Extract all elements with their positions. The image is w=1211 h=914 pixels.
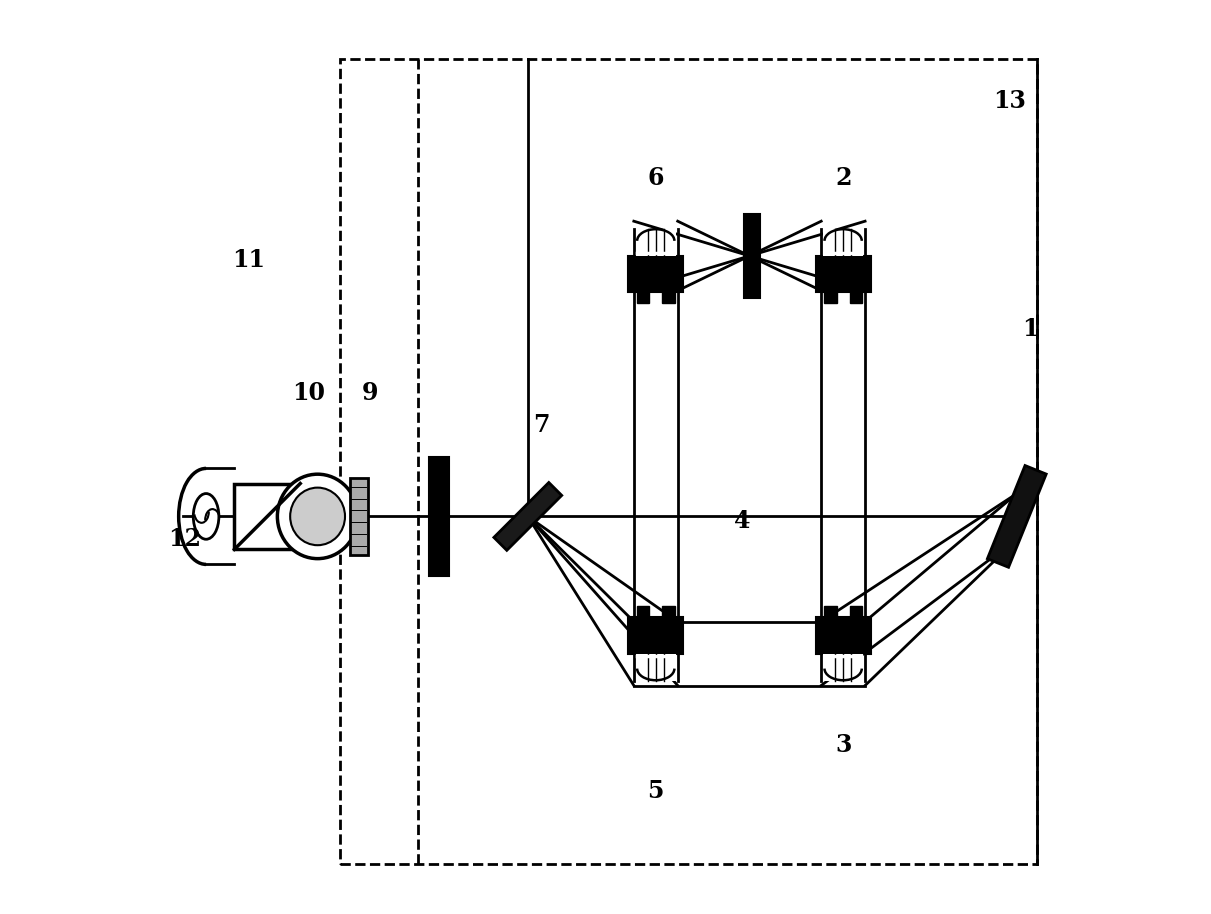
Bar: [340, 59, 1037, 864]
Text: 9: 9: [361, 381, 378, 405]
Text: 3: 3: [834, 733, 851, 757]
Bar: [636, 228, 676, 256]
Text: 13: 13: [993, 89, 1026, 112]
Text: 4: 4: [734, 509, 751, 533]
Bar: [629, 617, 683, 654]
Bar: [429, 457, 449, 576]
Bar: [816, 256, 871, 292]
Bar: [850, 292, 862, 303]
Bar: [744, 214, 761, 298]
Bar: [637, 606, 649, 617]
Bar: [662, 606, 675, 617]
Ellipse shape: [194, 494, 219, 539]
Text: 8: 8: [431, 509, 447, 533]
Bar: [823, 292, 837, 303]
Bar: [629, 256, 683, 292]
Text: 12: 12: [168, 527, 201, 551]
Bar: [350, 477, 368, 555]
Text: 6: 6: [648, 166, 664, 190]
Text: 11: 11: [233, 249, 265, 272]
Bar: [235, 484, 300, 549]
Bar: [823, 228, 863, 256]
Ellipse shape: [277, 474, 357, 558]
Bar: [850, 606, 862, 617]
Bar: [823, 606, 837, 617]
Text: 10: 10: [292, 381, 325, 405]
Bar: [662, 292, 675, 303]
Polygon shape: [494, 483, 562, 550]
Bar: [636, 654, 676, 681]
Text: 2: 2: [834, 166, 851, 190]
Polygon shape: [987, 465, 1046, 568]
Text: 7: 7: [533, 413, 550, 437]
Text: 1: 1: [1022, 317, 1039, 341]
Ellipse shape: [291, 488, 345, 545]
Text: 5: 5: [648, 779, 664, 802]
Bar: [823, 654, 863, 681]
Bar: [637, 292, 649, 303]
Bar: [816, 617, 871, 654]
